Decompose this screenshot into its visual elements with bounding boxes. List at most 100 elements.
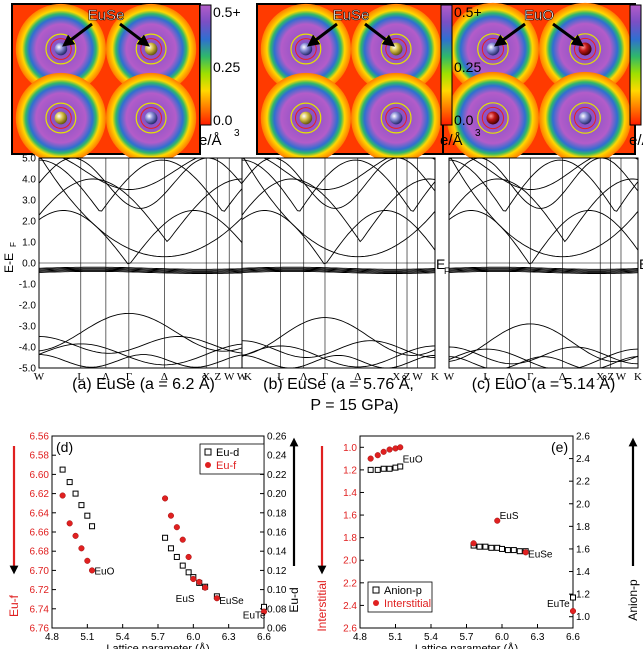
kpoint-label: W bbox=[444, 371, 455, 383]
legend-label: Eu-d bbox=[216, 447, 239, 459]
density-map-label: EuO bbox=[524, 7, 554, 24]
y-tick-label-left: 6.64 bbox=[30, 508, 50, 519]
y-tick-label-left: 2.4 bbox=[343, 601, 357, 612]
scatter-plot-e: 4.8 5.1 5.4 5.7 6.0 6.3 6.6 Lattice parameter (… bbox=[315, 432, 640, 649]
band-yaxis-label: E-E bbox=[2, 253, 16, 273]
y-tick-label-left: 6.72 bbox=[30, 585, 50, 596]
colorbar-gradient bbox=[199, 4, 212, 126]
colorbar-bottom-label: 0.0 bbox=[213, 112, 233, 128]
band-curve bbox=[241, 157, 436, 258]
data-point-eu-d bbox=[59, 466, 66, 473]
kpoint-label: Γ bbox=[126, 371, 132, 383]
band-curve bbox=[448, 267, 639, 271]
band-curve bbox=[38, 157, 249, 209]
density-contour bbox=[295, 107, 317, 129]
band-curve bbox=[39, 268, 249, 272]
data-point-eu-d bbox=[167, 545, 174, 552]
band-ytick-label: -5.0 bbox=[19, 364, 37, 375]
density-contour bbox=[573, 37, 597, 61]
charge-density-maps: EuSe EuSe EuO 0.5+ 0.25 0.0 e/Å 3 0.5+ 0.25 0.0 e/Å… bbox=[11, 2, 643, 165]
data-point-eu-d bbox=[89, 523, 96, 530]
x-tick-label: 6.0 bbox=[186, 632, 200, 643]
y-tick-label-left: 1.6 bbox=[343, 511, 357, 522]
y-axis-label-left: Interstitial bbox=[315, 580, 329, 631]
kpoint-label: K bbox=[244, 371, 252, 383]
band-curve bbox=[39, 157, 249, 190]
y-tick-label-left: 1.8 bbox=[343, 533, 357, 544]
band-curve bbox=[241, 354, 436, 369]
data-point-eu-f bbox=[185, 553, 192, 561]
band-curve bbox=[241, 266, 436, 270]
y-tick-label-left: 6.58 bbox=[30, 451, 50, 462]
density-map-label: EuSe bbox=[88, 7, 125, 24]
point-annotation: EuO bbox=[403, 455, 423, 466]
kpoint-label: K bbox=[431, 371, 439, 383]
band-ytick-label: -4.0 bbox=[19, 343, 37, 354]
arrow-icon bbox=[364, 22, 395, 47]
colorbar-top-label: 0.5+ bbox=[454, 4, 482, 20]
point-annotation: EuS bbox=[176, 594, 195, 605]
atom-sphere bbox=[389, 42, 403, 56]
atom-sphere bbox=[299, 111, 313, 125]
colorbar-unit: e/Å bbox=[440, 132, 463, 149]
y-tick-label-left: 6.62 bbox=[30, 489, 50, 500]
density-contour bbox=[380, 33, 412, 65]
band-ytick-label: 4.0 bbox=[22, 175, 36, 186]
y-tick-label-left: 6.66 bbox=[30, 528, 50, 539]
x-tick-label: 5.7 bbox=[460, 632, 474, 643]
atom-sphere bbox=[578, 111, 592, 125]
x-tick-label: 6.0 bbox=[495, 632, 509, 643]
kpoint-label: Z bbox=[214, 371, 221, 383]
band-caption: (a) EuSe (a = 6.2 Å) bbox=[72, 374, 215, 393]
density-contour bbox=[45, 102, 77, 134]
kpoint-label: W bbox=[412, 371, 423, 383]
data-point-anion-p bbox=[510, 547, 517, 554]
x-axis-label: Lattice parameter (Å) bbox=[106, 642, 209, 649]
band-ytick-label: 3.0 bbox=[22, 196, 36, 207]
density-contour bbox=[290, 33, 322, 65]
arrow-icon bbox=[307, 22, 338, 47]
density-contour bbox=[295, 38, 317, 60]
y-tick-label-right: 1.2 bbox=[576, 590, 590, 601]
band-curve bbox=[241, 157, 436, 209]
kpoint-label: X bbox=[596, 371, 604, 383]
x-tick-label: 5.7 bbox=[151, 632, 165, 643]
data-point-interstitial bbox=[374, 452, 381, 459]
data-point-anion-p bbox=[476, 543, 483, 550]
x-tick-label: 6.6 bbox=[257, 632, 271, 643]
density-map-label: EuSe bbox=[333, 7, 370, 24]
y-axis-label-right: Anion-p bbox=[626, 579, 640, 621]
band-ytick-label: -2.0 bbox=[19, 301, 37, 312]
kpoint-label: Z bbox=[607, 371, 614, 383]
point-annotation: EuSe bbox=[219, 596, 244, 607]
y-tick-label-right: 0.18 bbox=[267, 508, 287, 519]
band-curve bbox=[38, 267, 249, 271]
legend-label: Interstitial bbox=[384, 598, 431, 610]
density-contour bbox=[481, 37, 505, 61]
y-tick-label-left: 6.68 bbox=[30, 547, 50, 558]
data-point-interstitial bbox=[386, 446, 393, 453]
density-contour bbox=[140, 107, 162, 129]
band-curve bbox=[449, 268, 639, 272]
band-curve bbox=[449, 157, 639, 190]
density-contour bbox=[380, 102, 412, 134]
kpoint-label: Δ bbox=[161, 371, 168, 383]
band-curve bbox=[448, 348, 639, 369]
data-point-eu-f bbox=[59, 492, 66, 499]
x-tick-label: 5.4 bbox=[424, 632, 438, 643]
data-point-anion-p bbox=[386, 465, 393, 472]
density-contour bbox=[385, 107, 407, 129]
point-annotation: EuO bbox=[94, 566, 114, 577]
y-tick-label-left: 2.2 bbox=[343, 578, 357, 589]
kpoint-label: K bbox=[634, 371, 642, 383]
kpoint-label: Γ bbox=[527, 371, 533, 383]
data-point-anion-p bbox=[504, 547, 511, 554]
density-contour bbox=[290, 102, 322, 134]
y-tick-label-right: 0.22 bbox=[267, 470, 287, 481]
x-tick-label: 4.8 bbox=[353, 632, 367, 643]
y-tick-label-right: 2.4 bbox=[576, 454, 590, 465]
point-annotation: EuS bbox=[500, 511, 519, 522]
band-curve bbox=[38, 343, 248, 366]
y-tick-label-right: 0.16 bbox=[267, 528, 287, 539]
y-tick-label-left: 6.70 bbox=[30, 566, 50, 577]
